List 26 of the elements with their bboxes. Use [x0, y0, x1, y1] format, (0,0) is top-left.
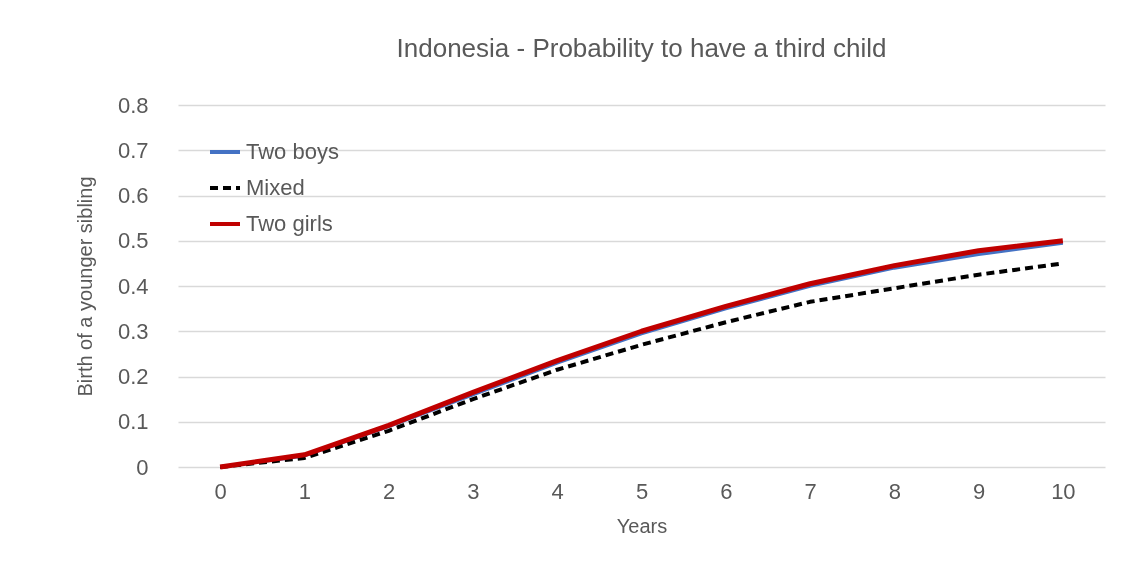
x-tick-label: 10 [1051, 478, 1076, 504]
x-tick-label: 8 [888, 478, 901, 504]
y-tick-label: 0.4 [117, 273, 149, 299]
x-tick-label: 0 [214, 478, 227, 504]
x-tick-label: 9 [972, 478, 986, 504]
chart-title: Indonesia - Probability to have a third child [396, 33, 887, 63]
y-tick-label: 0.6 [117, 183, 149, 208]
legend-label: Mixed [246, 175, 305, 200]
legend-label: Two girls [246, 211, 333, 236]
x-tick-label: 6 [720, 478, 733, 504]
y-axis-title: Birth of a younger sibling [73, 176, 96, 397]
x-tick-label: 4 [551, 478, 564, 504]
legend-label: Two boys [246, 139, 339, 164]
y-tick-label: 0.8 [117, 92, 149, 118]
x-axis-title: Years [616, 514, 668, 537]
y-tick-label: 0 [136, 454, 149, 480]
x-tick-label: 7 [804, 478, 817, 504]
y-tick-label: 0.5 [117, 228, 149, 254]
x-tick-label: 1 [298, 478, 312, 504]
x-tick-label: 2 [383, 478, 396, 504]
y-tick-label: 0.7 [117, 137, 149, 163]
y-tick-label: 0.3 [117, 318, 149, 344]
y-tick-label: 0.2 [117, 364, 149, 389]
y-tick-label: 0.1 [117, 409, 149, 435]
x-tick-label: 3 [467, 478, 480, 504]
x-tick-label: 5 [635, 478, 649, 504]
